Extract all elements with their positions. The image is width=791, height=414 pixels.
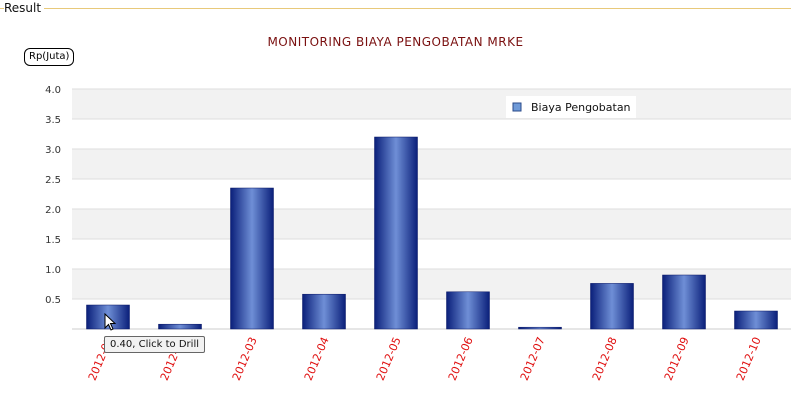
- y-tick-label: 0.5: [45, 295, 61, 306]
- x-tick-label: 2012-04: [302, 335, 332, 382]
- tooltip: 0.40, Click to Drill: [104, 336, 205, 353]
- x-tick-label: 2012-10: [734, 335, 764, 382]
- y-tick-label: 1.0: [45, 265, 61, 276]
- grid-band: [72, 209, 791, 239]
- legend: Biaya Pengobatan: [506, 96, 636, 118]
- y-tick-label: 2.0: [45, 205, 61, 216]
- panel-label: Result: [4, 1, 45, 15]
- chart-title: MONITORING BIAYA PENGOBATAN MRKE: [267, 35, 524, 49]
- legend-label: Biaya Pengobatan: [531, 101, 631, 114]
- legend-swatch: [512, 102, 522, 112]
- bar-2012-09[interactable]: [662, 274, 706, 330]
- bar-2012-02[interactable]: [158, 323, 202, 330]
- x-tick-label: 2012-09: [662, 335, 692, 382]
- bar-2012-06[interactable]: [446, 291, 490, 330]
- panel-border: [0, 8, 791, 9]
- y-tick-label: 3.5: [45, 115, 61, 126]
- y-axis-unit-label: Rp(Juta): [24, 48, 75, 66]
- y-tick-label: 3.0: [45, 145, 61, 156]
- x-tick-label: 2012-03: [230, 335, 260, 382]
- bar-2012-04[interactable]: [302, 293, 346, 330]
- bar-2012-03[interactable]: [230, 187, 274, 330]
- y-tick-label: 4.0: [45, 85, 61, 96]
- x-tick-label: 2012-08: [590, 335, 620, 382]
- y-tick-label: 1.5: [45, 235, 61, 246]
- grid-band: [72, 149, 791, 179]
- x-tick-label: 2012-07: [518, 335, 548, 382]
- y-tick-label: 2.5: [45, 175, 61, 186]
- x-tick-label: 2012-06: [446, 335, 476, 382]
- mouse-pointer-icon: [104, 313, 117, 331]
- x-tick-label: 2012-05: [374, 335, 404, 382]
- bar-2012-05[interactable]: [374, 136, 418, 330]
- legend-box: [506, 96, 636, 118]
- bar-2012-10[interactable]: [734, 310, 778, 330]
- bar-2012-08[interactable]: [590, 283, 634, 330]
- grid-band: [72, 89, 791, 119]
- bar-2012-07[interactable]: [518, 326, 562, 330]
